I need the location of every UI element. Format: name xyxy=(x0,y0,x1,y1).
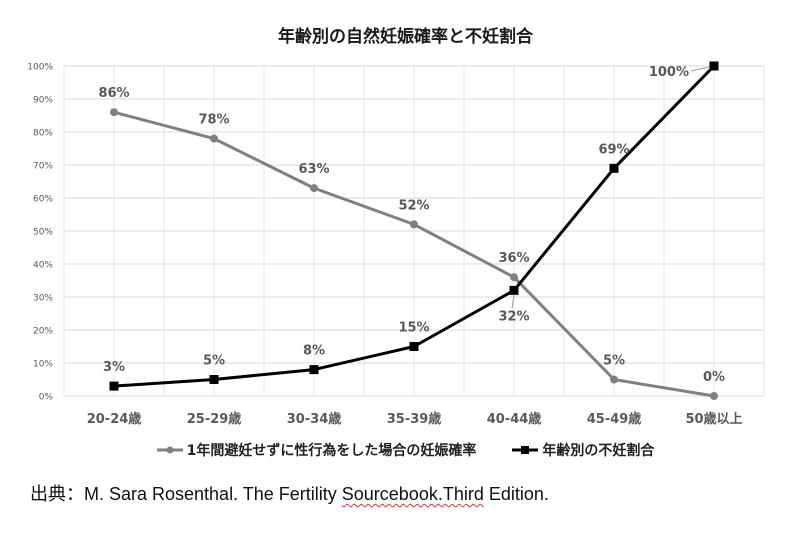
y-tick-label: 0% xyxy=(39,393,54,403)
circle-marker-icon xyxy=(210,134,218,143)
data-label: 15% xyxy=(398,321,429,336)
square-marker-icon xyxy=(309,365,319,375)
source-text-end: Edition. xyxy=(483,484,549,504)
circle-marker-icon xyxy=(610,375,618,384)
data-label: 3% xyxy=(103,360,125,375)
source-text: 出典：M. Sara Rosenthal. The Fertility xyxy=(30,484,342,504)
circle-marker-icon xyxy=(510,273,518,282)
x-tick-label: 20-24歳 xyxy=(87,411,142,427)
y-tick-label: 100% xyxy=(27,63,53,73)
source-citation: 出典：M. Sara Rosenthal. The Fertility Sour… xyxy=(30,480,549,506)
legend-label: 1年間避妊せずに性行為をした場合の妊娠確率 xyxy=(186,443,477,459)
circle-marker-icon xyxy=(156,446,183,454)
data-label: 63% xyxy=(298,162,329,177)
y-tick-label: 40% xyxy=(33,261,53,271)
data-label: 0% xyxy=(703,370,725,385)
circle-marker-icon xyxy=(310,184,318,193)
circle-marker-icon xyxy=(710,392,718,400)
y-axis-labels: 0% 10% 20% 30% 40% 50% 60% 70% 80% 90% 100% xyxy=(27,63,53,403)
y-tick-label: 30% xyxy=(33,294,53,304)
data-label: 5% xyxy=(203,354,225,369)
x-tick-label: 25-29歳 xyxy=(187,411,242,427)
legend-item-infertility-rate: 年齢別の不妊割合 xyxy=(512,440,654,460)
x-tick-label: 30-34歳 xyxy=(287,411,342,427)
data-label: 36% xyxy=(498,251,529,266)
square-marker-icon xyxy=(409,342,419,351)
circle-marker-icon xyxy=(110,108,118,117)
square-marker-icon xyxy=(709,61,719,71)
legend-item-pregnancy-rate: 1年間避妊せずに性行為をした場合の妊娠確率 xyxy=(156,440,477,460)
square-marker-icon xyxy=(509,285,519,295)
x-tick-label: 50歳以上 xyxy=(685,411,742,427)
series-lines xyxy=(109,61,719,400)
chart-title: 年齢別の自然妊娠確率と不妊割合 xyxy=(278,27,533,47)
data-label: 8% xyxy=(303,344,325,359)
y-tick-label: 80% xyxy=(33,129,53,139)
y-tick-label: 20% xyxy=(33,327,53,337)
y-tick-label: 60% xyxy=(33,195,53,205)
y-tick-label: 10% xyxy=(33,360,53,370)
legend-label: 年齢別の不妊割合 xyxy=(542,443,655,459)
square-marker-icon xyxy=(609,163,619,173)
data-label: 5% xyxy=(603,354,625,369)
data-label: 78% xyxy=(198,113,229,128)
gridlines xyxy=(63,65,765,397)
square-marker-icon xyxy=(512,446,539,454)
legend: 1年間避妊せずに性行為をした場合の妊娠確率 年齢別の不妊割合 xyxy=(0,440,811,460)
y-tick-label: 70% xyxy=(33,162,53,172)
x-tick-label: 45-49歳 xyxy=(587,411,642,427)
square-marker-icon xyxy=(209,375,219,384)
circle-marker-icon xyxy=(410,220,418,229)
x-axis-labels: 20-24歳 25-29歳 30-34歳 35-39歳 40-44歳 45-49歳 50歳以… xyxy=(87,411,743,427)
data-label: 100% xyxy=(649,65,689,80)
line-chart: 0% 10% 20% 30% 40% 50% 60% 70% 80% 90% 100% 20-24歳… xyxy=(27,61,765,427)
x-tick-label: 40-44歳 xyxy=(487,411,542,427)
spellcheck-flagged-text: Sourcebook.Third xyxy=(341,484,484,504)
data-label: 69% xyxy=(598,142,629,157)
data-labels: 86% 78% 63% 52% 36% 5% 0% 3% 5% 8% 15% 32% 69% 100% xyxy=(98,65,725,385)
data-label: 86% xyxy=(98,86,129,101)
y-tick-label: 90% xyxy=(33,96,53,106)
square-marker-icon xyxy=(109,381,119,391)
data-label: 32% xyxy=(498,309,529,324)
y-tick-label: 50% xyxy=(33,228,53,238)
x-tick-label: 35-39歳 xyxy=(387,411,442,427)
data-label: 52% xyxy=(398,198,429,213)
